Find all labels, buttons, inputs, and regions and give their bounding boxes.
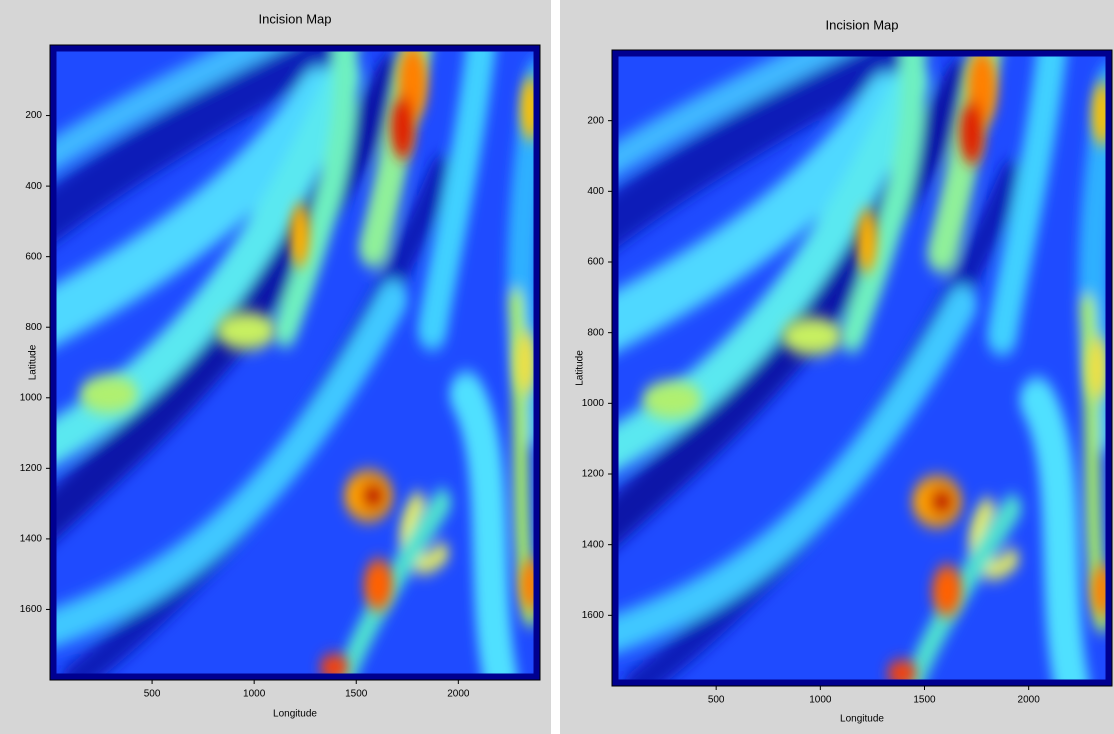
x-axis-label: Longitude	[273, 709, 317, 720]
chart-title: Incision Map	[826, 17, 899, 32]
y-tick-label: 1200	[20, 463, 43, 474]
y-tick-label: 1400	[582, 539, 605, 550]
y-tick-label: 200	[25, 110, 42, 121]
x-tick-label: 2000	[1018, 695, 1041, 706]
plot-frame	[49, 44, 541, 681]
y-tick-label: 800	[587, 327, 604, 338]
heatmap-image	[26, 13, 541, 680]
plot-frame	[611, 49, 1113, 687]
y-tick-label: 1600	[20, 604, 43, 615]
y-axis-label: Latitude	[575, 350, 586, 386]
y-axis-label: Latitude	[28, 344, 39, 380]
x-tick-label: 500	[144, 689, 161, 700]
y-tick-label: 200	[587, 115, 604, 126]
y-tick-label: 400	[25, 181, 42, 192]
y-tick-label: 1000	[20, 392, 43, 403]
x-tick-label: 500	[708, 695, 725, 706]
y-tick-label: 1200	[582, 469, 605, 480]
x-tick-label: 1000	[809, 695, 832, 706]
y-tick-label: 800	[25, 322, 42, 333]
y-tick-label: 1400	[20, 534, 43, 545]
chart-title: Incision Map	[259, 11, 332, 26]
y-tick-label: 1600	[582, 610, 605, 621]
y-tick-label: 400	[587, 186, 604, 197]
x-tick-label: 1500	[913, 695, 936, 706]
y-tick-label: 600	[587, 257, 604, 268]
y-tick-label: 1000	[582, 398, 605, 409]
plot-border	[611, 49, 1113, 687]
plot-border	[49, 44, 541, 681]
x-tick-label: 1000	[243, 689, 266, 700]
x-tick-label: 2000	[447, 689, 470, 700]
x-tick-label: 1500	[345, 689, 368, 700]
y-tick-label: 600	[25, 251, 42, 262]
heatmap-image	[587, 18, 1112, 686]
x-axis-label: Longitude	[840, 714, 884, 725]
